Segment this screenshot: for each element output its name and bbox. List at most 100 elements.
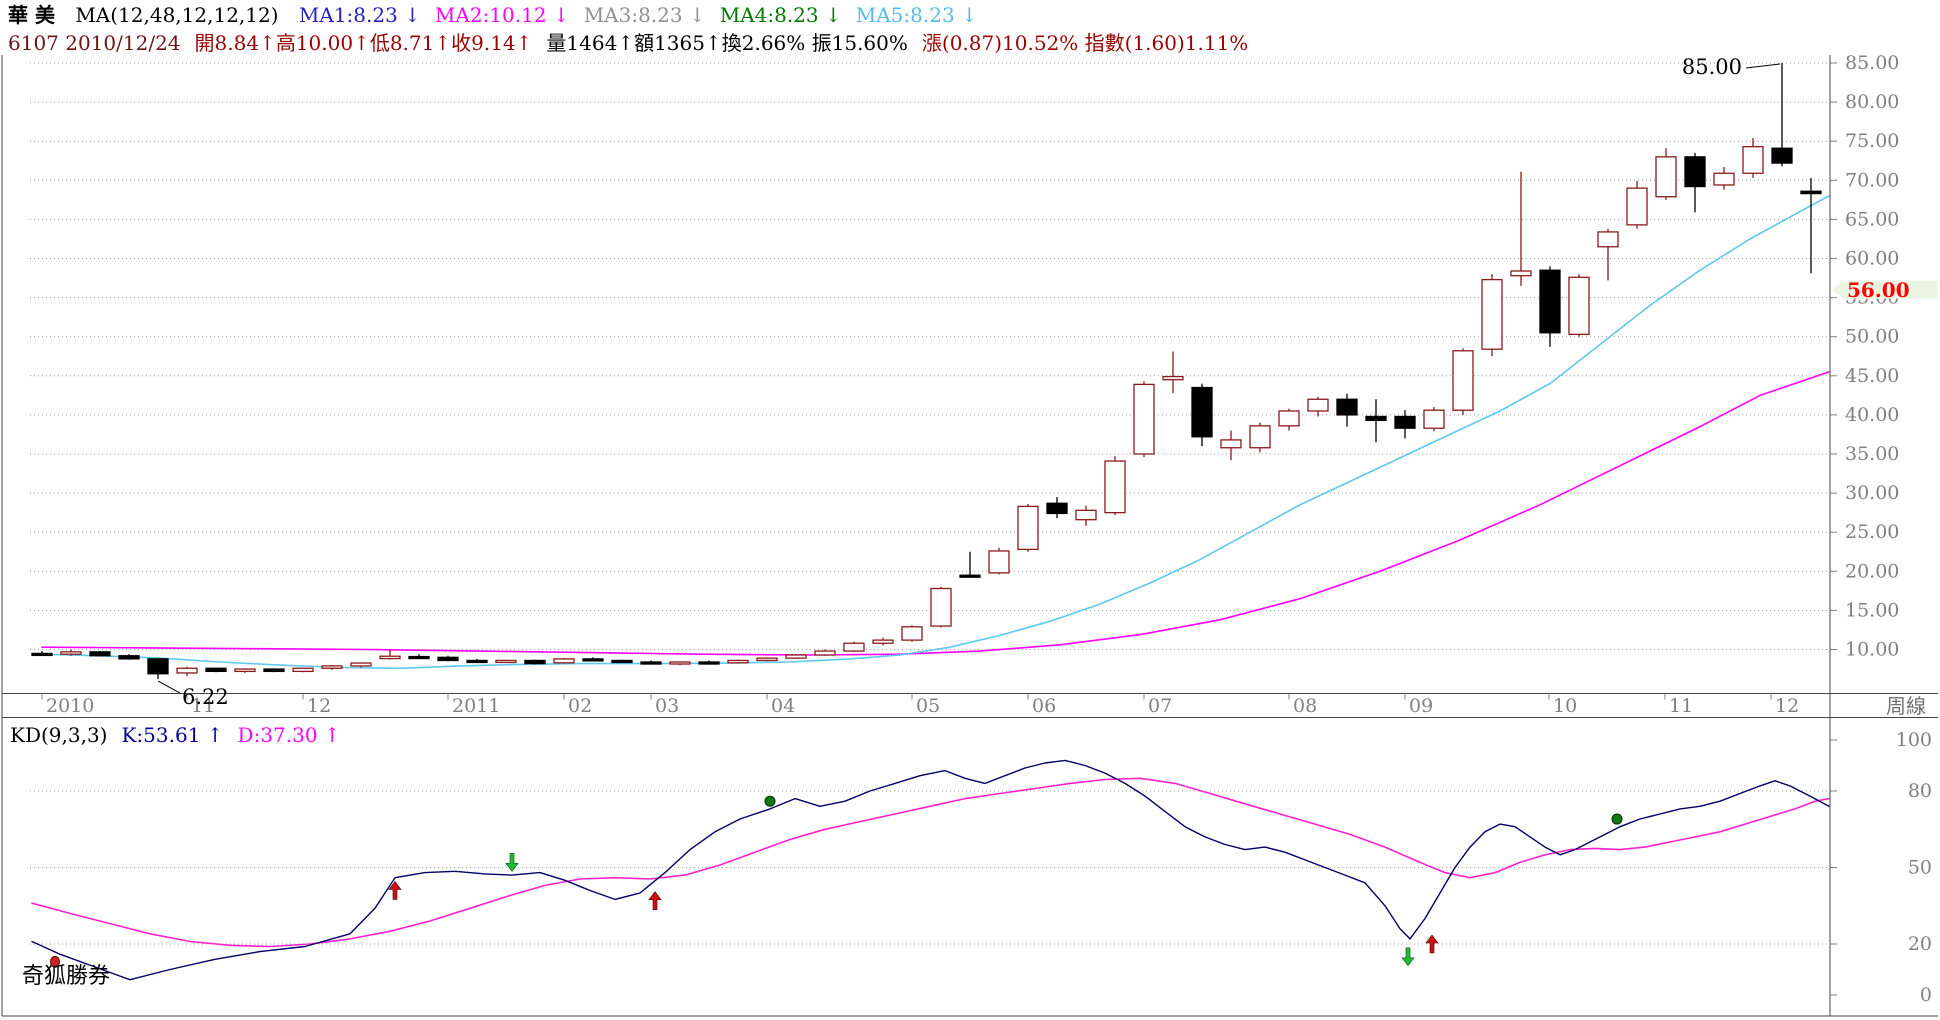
brand-watermark: 奇狐勝券	[22, 964, 111, 989]
candlestick[interactable]	[31, 652, 53, 657]
candlestick[interactable]	[1800, 190, 1822, 195]
candlestick[interactable]	[1191, 386, 1213, 438]
candlestick[interactable]	[611, 659, 633, 664]
candlestick[interactable]	[466, 659, 488, 664]
candlestick[interactable]	[1510, 270, 1532, 277]
candlestick[interactable]	[1075, 509, 1097, 521]
candlestick[interactable]	[959, 574, 981, 578]
ma-value-2: MA3:8.23 ↓	[583, 3, 706, 27]
k-line	[31, 759, 1830, 981]
kd-value-1: K:53.61 ↑	[121, 723, 224, 747]
sell-arrow-marker	[1401, 947, 1415, 967]
month-label: 08	[1293, 695, 1317, 717]
candlestick[interactable]	[1626, 187, 1648, 226]
candlestick[interactable]	[1104, 460, 1126, 514]
candlestick[interactable]	[408, 655, 430, 660]
candlestick[interactable]	[263, 668, 285, 673]
candlestick[interactable]	[872, 639, 894, 644]
sell-arrow-marker	[505, 853, 519, 872]
price-axis-label: 60.00	[1845, 248, 1899, 270]
candlestick[interactable]	[89, 651, 111, 657]
candlestick[interactable]	[1742, 146, 1764, 174]
candlestick[interactable]	[1336, 398, 1358, 416]
ma-config-label: MA(12,48,12,12,12)	[75, 3, 279, 27]
candlestick[interactable]	[147, 658, 169, 675]
candlestick[interactable]	[495, 659, 517, 664]
candlestick[interactable]	[1249, 425, 1271, 449]
kd-axis-label: 0	[1920, 984, 1932, 1006]
kd-axis-label: 20	[1908, 933, 1932, 955]
green-dot-marker	[1611, 813, 1623, 825]
candlestick[interactable]	[1365, 415, 1387, 422]
candlestick[interactable]	[843, 642, 865, 652]
price-axis-label: 30.00	[1845, 482, 1899, 504]
candlestick[interactable]	[524, 659, 546, 665]
candlestick[interactable]	[553, 658, 575, 664]
price-axis-label: 20.00	[1845, 560, 1899, 582]
period-label: 周線	[1886, 694, 1926, 718]
candlestick[interactable]	[437, 656, 459, 662]
candlestick[interactable]	[1046, 502, 1068, 515]
candlestick[interactable]	[1017, 505, 1039, 551]
candlestick[interactable]	[118, 655, 140, 660]
candlestick[interactable]	[1423, 409, 1445, 429]
kd-axis-label: 100	[1896, 729, 1932, 751]
candlestick[interactable]	[1394, 415, 1416, 429]
price-axis-label: 65.00	[1845, 208, 1899, 230]
candlestick[interactable]	[205, 667, 227, 673]
price-axis-label: 40.00	[1845, 404, 1899, 426]
candlestick[interactable]	[292, 667, 314, 673]
low-pointer-line	[157, 680, 181, 694]
candlestick[interactable]	[1307, 398, 1329, 412]
candlestick[interactable]	[930, 587, 952, 627]
cursor-price-tag-bg	[1832, 280, 1937, 299]
candlestick[interactable]	[785, 654, 807, 659]
stock-name: 華 美	[8, 3, 55, 27]
candlestick[interactable]	[1452, 350, 1474, 411]
candlestick[interactable]	[176, 667, 198, 674]
kd-header-row: KD(9,3,3) K:53.61 ↑ D:37.30 ↑	[10, 722, 355, 748]
candlestick[interactable]	[988, 550, 1010, 574]
candlestick[interactable]	[379, 655, 401, 660]
quote-info-segment-2: 量1464↑額1365↑換2.66% 振15.60%	[546, 31, 908, 55]
month-label: 11	[1669, 695, 1693, 717]
candlestick[interactable]	[60, 651, 82, 655]
candlestick[interactable]	[1684, 156, 1706, 188]
candlestick[interactable]	[1713, 172, 1735, 186]
ma-header-row: 華 美 MA(12,48,12,12,12) MA1:8.23 ↓ MA2:10.…	[8, 2, 992, 28]
candlestick[interactable]	[901, 626, 923, 641]
candlestick[interactable]	[756, 657, 778, 662]
candlestick[interactable]	[321, 665, 343, 669]
candlestick[interactable]	[698, 661, 720, 665]
candlestick[interactable]	[1278, 410, 1300, 427]
buy-arrow-marker	[1425, 934, 1439, 954]
candlestick[interactable]	[1539, 269, 1561, 334]
candlestick[interactable]	[669, 661, 691, 665]
candlestick[interactable]	[1771, 147, 1793, 164]
candlestick[interactable]	[640, 661, 662, 665]
candlestick[interactable]	[1133, 383, 1155, 455]
candlestick[interactable]	[1655, 156, 1677, 198]
candlestick[interactable]	[727, 659, 749, 664]
candlestick[interactable]	[1568, 276, 1590, 336]
candlestick[interactable]	[1220, 439, 1242, 449]
quote-info-segment-1: 開8.84↑高10.00↑低8.71↑收9.14↑	[194, 31, 533, 55]
candlestick[interactable]	[234, 668, 256, 673]
ma-value-1: MA2:10.12 ↓	[434, 3, 570, 27]
month-label: 03	[655, 695, 679, 717]
price-axis-label: 80.00	[1845, 91, 1899, 113]
quote-info-segment-3: 漲(0.87)10.52% 指數(1.60)1.11%	[921, 31, 1249, 55]
month-label: 04	[771, 695, 795, 717]
low-price-label: 6.22	[182, 685, 229, 709]
candlestick[interactable]	[1162, 375, 1184, 381]
candlestick[interactable]	[1481, 278, 1503, 350]
month-label: 06	[1032, 695, 1056, 717]
month-label: 2011	[452, 695, 500, 717]
ma-value-3: MA4:8.23 ↓	[719, 3, 842, 27]
candlestick[interactable]	[1597, 231, 1619, 248]
candlestick[interactable]	[814, 650, 836, 656]
candlestick[interactable]	[350, 662, 372, 667]
candlestick[interactable]	[582, 658, 604, 662]
